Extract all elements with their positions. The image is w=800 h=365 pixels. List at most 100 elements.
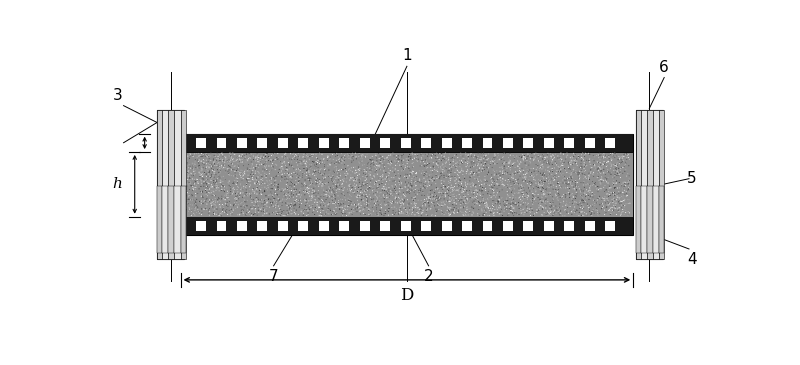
Point: [481, 172, 494, 178]
Point: [488, 182, 501, 188]
Point: [618, 191, 631, 197]
Point: [538, 178, 551, 184]
Point: [616, 164, 629, 170]
Point: [205, 163, 218, 169]
Point: [214, 155, 226, 161]
Point: [534, 198, 547, 204]
Point: [486, 156, 498, 162]
Point: [414, 182, 427, 188]
Point: [610, 180, 622, 185]
Point: [435, 203, 448, 209]
Point: [422, 200, 435, 205]
Point: [546, 203, 558, 209]
Point: [618, 196, 631, 202]
Point: [454, 164, 466, 169]
Point: [434, 197, 446, 203]
Point: [432, 194, 445, 200]
Point: [438, 163, 451, 169]
Point: [258, 162, 270, 168]
Point: [218, 154, 231, 160]
Point: [422, 161, 435, 166]
Point: [213, 156, 226, 162]
Point: [386, 183, 398, 189]
Point: [456, 156, 469, 162]
Point: [246, 176, 259, 182]
Point: [482, 203, 495, 209]
Point: [282, 210, 295, 216]
Point: [435, 207, 448, 212]
Point: [538, 191, 551, 197]
Point: [433, 189, 446, 195]
Point: [508, 206, 521, 212]
Point: [410, 170, 423, 176]
Point: [332, 200, 345, 206]
Point: [273, 197, 286, 203]
Point: [346, 160, 358, 165]
Point: [601, 196, 614, 202]
Point: [542, 174, 554, 180]
Point: [547, 182, 560, 188]
Point: [240, 192, 253, 197]
Point: [527, 191, 540, 197]
Point: [226, 210, 238, 215]
Point: [478, 176, 491, 182]
Point: [546, 167, 558, 173]
Point: [254, 191, 267, 197]
Point: [544, 192, 557, 197]
Point: [205, 190, 218, 196]
Point: [349, 206, 362, 212]
Point: [551, 206, 564, 212]
Point: [366, 190, 379, 196]
Point: [418, 196, 430, 202]
Point: [327, 206, 340, 212]
Point: [299, 187, 312, 192]
Point: [193, 169, 206, 175]
Point: [566, 174, 579, 180]
Point: [607, 180, 620, 186]
Point: [207, 189, 220, 195]
Point: [559, 168, 572, 173]
Point: [451, 167, 464, 173]
Point: [618, 183, 630, 189]
Point: [489, 178, 502, 184]
Point: [411, 185, 424, 191]
Point: [433, 197, 446, 203]
Point: [408, 189, 421, 195]
Point: [232, 185, 245, 191]
Point: [570, 158, 582, 164]
Point: [433, 173, 446, 179]
Point: [603, 158, 616, 164]
Point: [260, 163, 273, 169]
Point: [333, 175, 346, 181]
Point: [532, 158, 545, 164]
Point: [294, 166, 306, 172]
Point: [578, 206, 590, 212]
Point: [235, 210, 248, 216]
Point: [432, 164, 445, 170]
Point: [414, 186, 427, 192]
Point: [316, 171, 329, 177]
Point: [595, 197, 608, 203]
Point: [586, 209, 598, 215]
Point: [293, 154, 306, 160]
Point: [381, 155, 394, 161]
Point: [368, 182, 381, 188]
Point: [564, 172, 577, 178]
Point: [226, 167, 238, 173]
Point: [330, 165, 343, 171]
Point: [223, 170, 236, 176]
Point: [468, 182, 481, 188]
Point: [545, 208, 558, 214]
Point: [534, 182, 546, 188]
Point: [364, 166, 377, 172]
Point: [498, 159, 511, 165]
Point: [214, 175, 226, 181]
Point: [409, 156, 422, 162]
Point: [382, 189, 395, 195]
Point: [453, 182, 466, 188]
Point: [230, 154, 243, 160]
Point: [610, 195, 623, 201]
Point: [519, 193, 532, 199]
Point: [306, 203, 319, 209]
Point: [596, 155, 609, 161]
